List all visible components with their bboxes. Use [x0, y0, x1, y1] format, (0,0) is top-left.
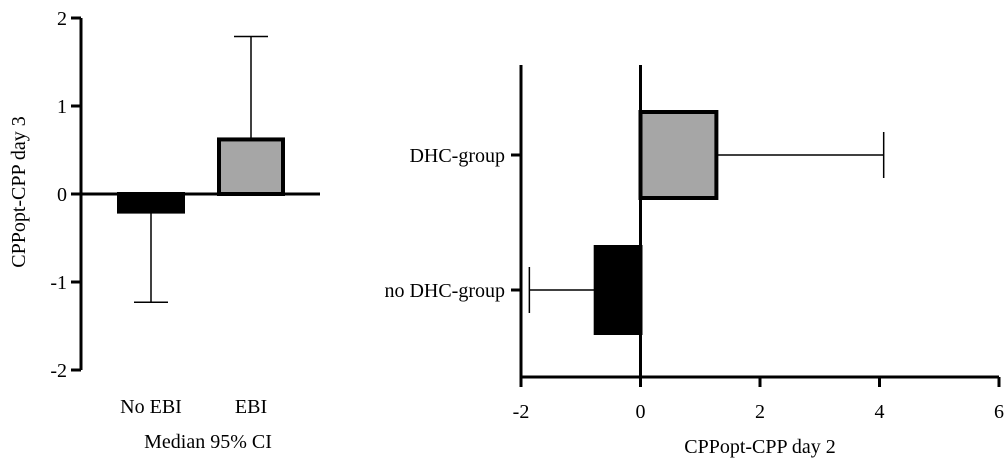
right-category-label: DHC-group [409, 145, 505, 167]
right-category-label: no DHC-group [384, 280, 505, 302]
right-x-tick-label: 2 [755, 401, 765, 423]
right-x-tick-label: 0 [636, 401, 646, 423]
left-category-label: No EBI [120, 396, 182, 418]
left-y-tick-label: -2 [50, 360, 67, 382]
right-x-tick-labels: -2 0 2 4 6 [513, 401, 1004, 423]
right-x-tick-label: -2 [513, 401, 530, 423]
left-category-labels: No EBI EBI [120, 396, 267, 418]
right-chart: -2 0 2 4 6 DHC-group no DHC-group CPPopt-CPP … [384, 65, 1004, 458]
left-chart: 2 1 0 -1 -2 No EBI EBI CPPopt-CPP day 3 Media… [8, 8, 320, 453]
left-y-tick-label: -1 [50, 272, 67, 294]
right-bars [593, 110, 719, 335]
left-x-axis-title: Median 95% CI [144, 431, 272, 453]
right-error-bars [528, 132, 885, 313]
right-x-axis-title: CPPopt-CPP day 2 [684, 436, 836, 458]
left-y-tick-label: 0 [57, 184, 67, 206]
right-axes [511, 65, 1001, 387]
right-bar [638, 110, 719, 200]
left-bar [117, 192, 185, 214]
right-category-labels: DHC-group no DHC-group [384, 145, 505, 302]
left-y-tick-label: 2 [57, 8, 67, 30]
left-y-axis-title: CPPopt-CPP day 3 [8, 116, 30, 268]
right-x-tick-label: 6 [994, 401, 1004, 423]
right-bar [593, 245, 643, 335]
right-x-tick-label: 4 [875, 401, 885, 423]
left-category-label: EBI [235, 396, 267, 418]
left-bar [217, 137, 285, 197]
left-bars [117, 137, 285, 214]
left-error-bars [134, 35, 268, 303]
left-y-tick-label: 1 [57, 96, 67, 118]
left-y-tick-labels: 2 1 0 -1 -2 [50, 8, 67, 382]
